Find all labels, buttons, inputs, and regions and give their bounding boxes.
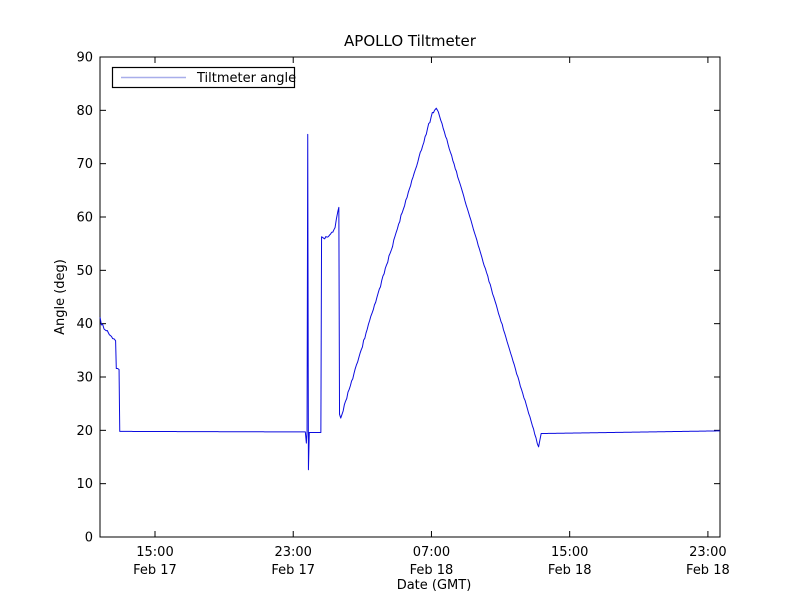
x-tick-time-label: 15:00 <box>551 545 588 560</box>
tiltmeter-angle-line <box>99 107 721 471</box>
plot-area-border <box>99 56 721 538</box>
y-tick-label: 30 <box>76 371 93 386</box>
x-tick-date-label: Feb 18 <box>410 563 454 578</box>
y-axis-label: Angle (deg) <box>53 259 68 335</box>
legend-label: Tiltmeter angle <box>196 71 296 86</box>
x-tick-date-label: Feb 17 <box>271 563 315 578</box>
y-tick-label: 20 <box>76 424 93 439</box>
legend-box <box>111 66 296 89</box>
chart-title: APOLLO Tiltmeter <box>344 32 477 50</box>
x-tick-time-label: 15:00 <box>136 545 173 560</box>
y-tick-label: 0 <box>85 531 93 546</box>
x-tick-time-label: 07:00 <box>413 545 450 560</box>
x-tick-time-label: 23:00 <box>274 545 311 560</box>
y-tick-label: 80 <box>76 104 93 119</box>
y-tick-label: 60 <box>76 211 93 226</box>
y-tick-label: 90 <box>76 51 93 66</box>
y-tick-label: 70 <box>76 157 93 172</box>
y-tick-label: 10 <box>76 477 93 492</box>
x-tick-time-label: 23:00 <box>689 545 726 560</box>
legend: Tiltmeter angle <box>111 66 296 89</box>
y-tick-label: 40 <box>76 317 93 332</box>
x-axis-label: Date (GMT) <box>397 578 472 593</box>
axis-tick-labels: 0 10 20 30 40 50 60 70 80 90 15:00 Feb 17 23:00 Feb 1… <box>76 51 729 579</box>
y-tick-label: 50 <box>76 264 93 279</box>
x-tick-date-label: Feb 17 <box>133 563 177 578</box>
axis-ticks <box>100 56 720 538</box>
x-tick-date-label: Feb 18 <box>686 563 730 578</box>
x-tick-date-label: Feb 18 <box>548 563 592 578</box>
